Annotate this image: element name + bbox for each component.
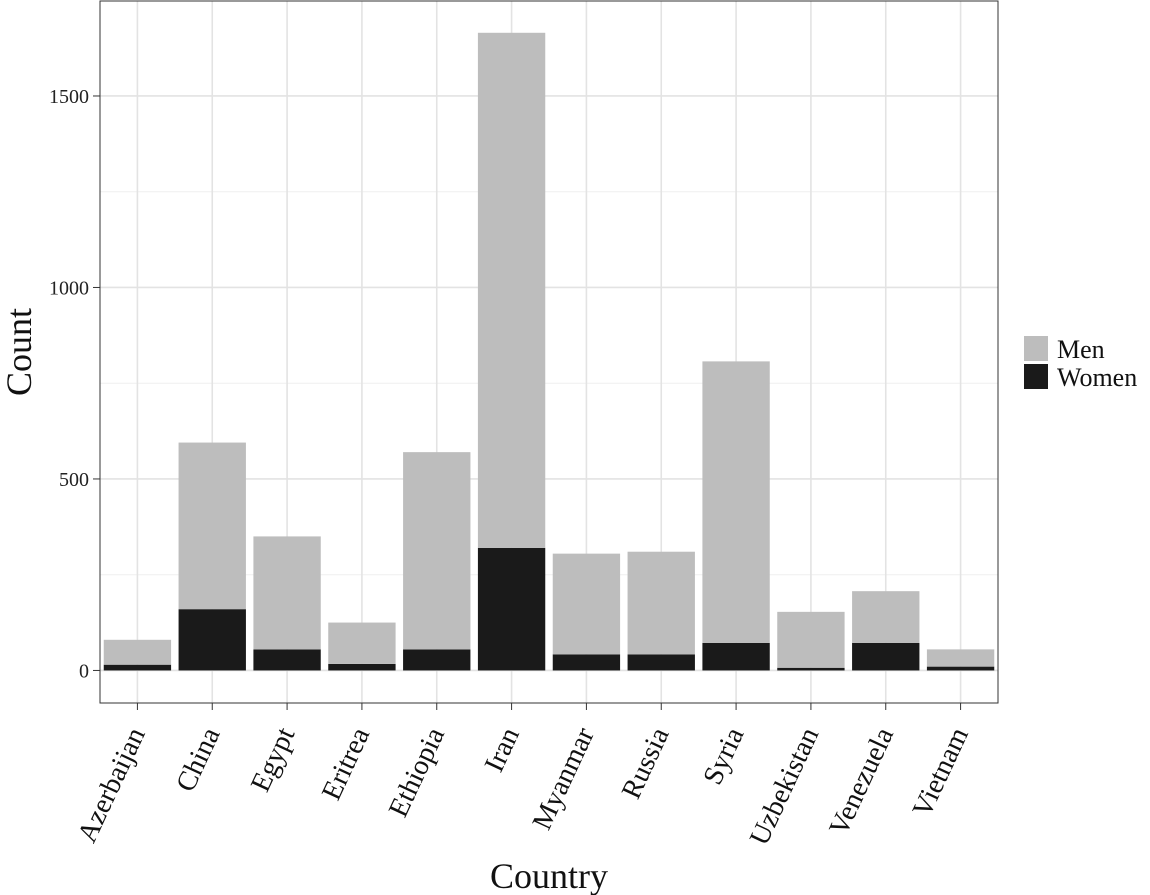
bar-men-myanmar (552, 553, 621, 655)
x-tick-label: Russia (616, 722, 676, 803)
y-tick-label: 500 (59, 469, 89, 491)
x-tick-label: Ethiopia (383, 722, 451, 822)
bar-women-iran (477, 547, 546, 671)
y-tick-label: 1500 (49, 86, 89, 108)
x-tick-label: China (170, 722, 227, 796)
x-tick-label: Egypt (245, 723, 301, 797)
bar-women-eritrea (328, 663, 396, 671)
legend-swatch-women (1024, 364, 1048, 389)
plot-frame (99, 0, 999, 704)
bar-men-ethiopia (403, 452, 471, 650)
bar-women-syria (702, 642, 770, 671)
bar-women-myanmar (552, 654, 621, 671)
x-tick-label: Uzbekistan (744, 723, 825, 850)
bar-men-egypt (253, 536, 321, 650)
x-tick-label: Syria (697, 722, 750, 789)
bar-women-venezuela (852, 642, 920, 671)
y-tick-label: 0 (79, 660, 89, 682)
bar-men-azerbaijan (103, 639, 172, 665)
x-tick-label: Azerbaijan (72, 723, 152, 847)
bar-layer (103, 32, 995, 671)
legend-label-women: Women (1057, 363, 1137, 392)
bar-men-venezuela (852, 591, 920, 643)
bar-men-russia (627, 551, 695, 655)
bar-men-china (178, 442, 246, 610)
bar-men-syria (702, 361, 770, 643)
bar-men-vietnam (926, 649, 995, 667)
bar-women-russia (627, 654, 695, 671)
bar-women-egypt (253, 649, 321, 671)
x-tick-label: Vietnam (907, 723, 975, 822)
y-axis-title: Count (0, 308, 39, 396)
bar-women-uzbekistan (777, 667, 845, 671)
bar-men-iran (477, 32, 546, 548)
bar-women-china (178, 609, 246, 671)
x-axis-title: Country (490, 856, 608, 895)
bar-women-vietnam (926, 666, 995, 671)
x-tick-label: Iran (479, 723, 526, 777)
x-tick-label: Eritrea (316, 722, 377, 805)
bar-men-uzbekistan (777, 611, 845, 668)
x-tick-label: Venezuela (823, 722, 900, 840)
bar-women-ethiopia (403, 649, 471, 671)
x-tick-label: Myanmar (527, 722, 601, 834)
bar-women-azerbaijan (103, 664, 172, 671)
bar-men-eritrea (328, 622, 396, 664)
legend-swatch-men (1024, 336, 1048, 361)
y-tick-label: 1000 (49, 277, 89, 299)
legend-label-men: Men (1057, 335, 1105, 364)
